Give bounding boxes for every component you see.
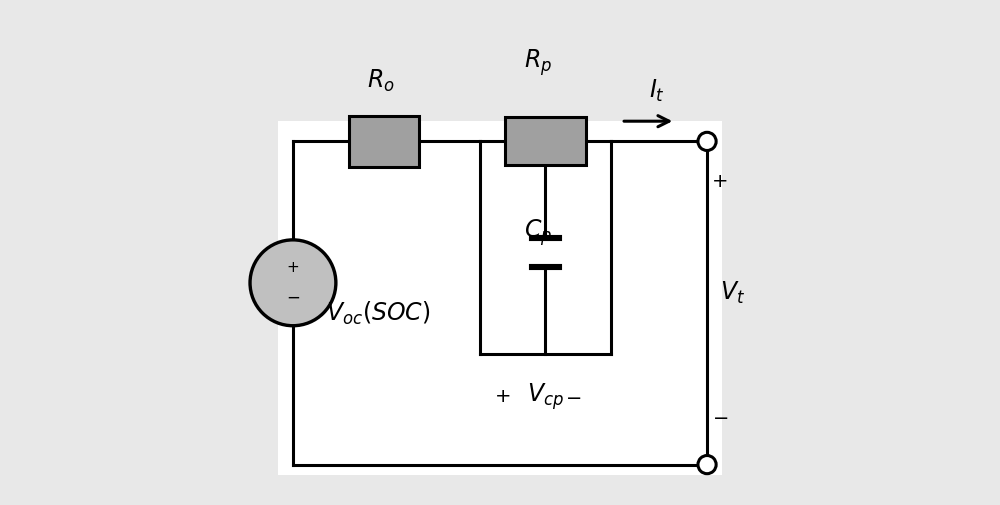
Text: $R_p$: $R_p$: [524, 48, 552, 78]
Text: $C_p$: $C_p$: [524, 217, 552, 247]
Bar: [505, 118, 586, 166]
Text: $V_{cp}$: $V_{cp}$: [527, 381, 564, 412]
Text: $+$: $+$: [711, 172, 728, 191]
Text: $-$: $-$: [712, 407, 728, 426]
Circle shape: [250, 240, 336, 326]
FancyBboxPatch shape: [278, 121, 722, 475]
Text: $-$: $-$: [286, 287, 300, 306]
Bar: [349, 116, 419, 167]
Circle shape: [698, 456, 716, 474]
Text: $R_o$: $R_o$: [367, 68, 395, 94]
Text: $V_{oc}(SOC)$: $V_{oc}(SOC)$: [326, 299, 430, 327]
Text: $-$: $-$: [565, 387, 581, 406]
Circle shape: [698, 132, 716, 150]
Text: $+$: $+$: [286, 260, 300, 275]
Text: $V_t$: $V_t$: [720, 280, 745, 306]
Text: $+$: $+$: [494, 387, 511, 406]
Text: $I_t$: $I_t$: [649, 78, 665, 104]
